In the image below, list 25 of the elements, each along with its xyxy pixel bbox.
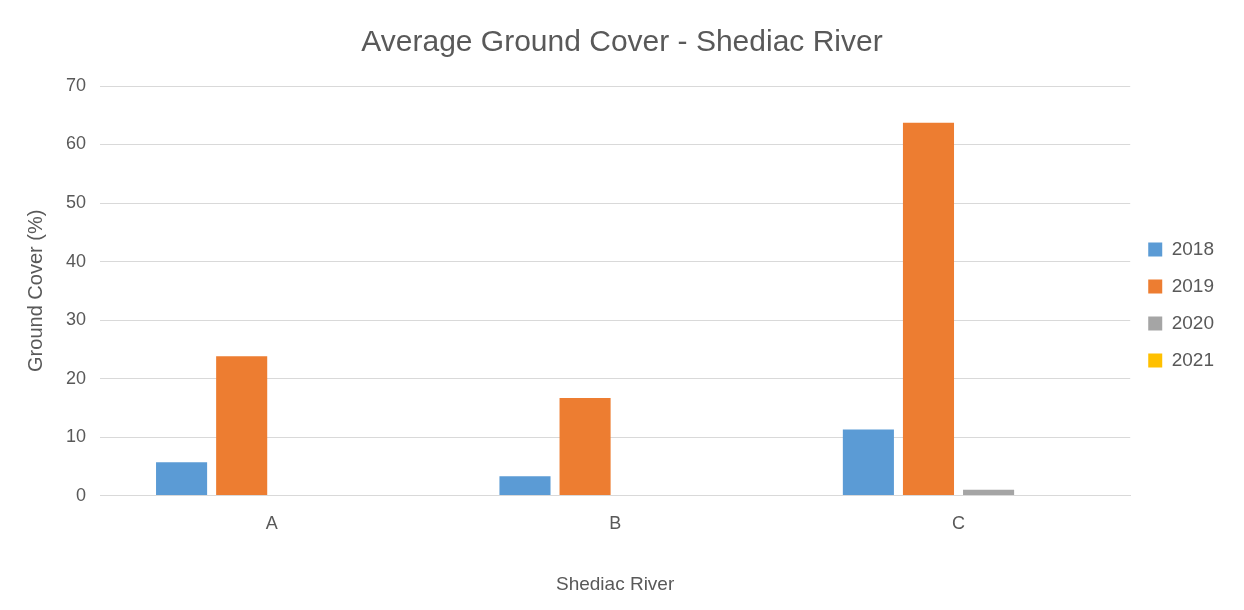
legend-label: 2019 bbox=[1171, 274, 1215, 296]
bar bbox=[842, 429, 894, 496]
bar bbox=[216, 356, 268, 496]
bar bbox=[902, 122, 955, 496]
y-tick-label: 60 bbox=[65, 133, 87, 154]
y-axis-title: Ground Cover (%) bbox=[23, 209, 46, 372]
y-tick-label: 30 bbox=[65, 309, 87, 330]
legend-label: 2020 bbox=[1171, 311, 1215, 333]
y-tick-label: 40 bbox=[65, 250, 87, 271]
bar bbox=[963, 489, 1015, 496]
bar bbox=[156, 462, 208, 496]
x-axis-title: Shediac River bbox=[555, 572, 675, 594]
y-tick-label: 20 bbox=[65, 367, 87, 388]
legend-label: 2018 bbox=[1171, 237, 1215, 259]
x-tick-label: A bbox=[265, 513, 278, 534]
bar bbox=[499, 476, 551, 496]
y-tick-label: 50 bbox=[65, 192, 87, 212]
x-tick-label: C bbox=[952, 513, 966, 534]
y-tick-label: 0 bbox=[76, 484, 87, 505]
y-tick-label: 10 bbox=[65, 426, 87, 447]
chart-title: Average Ground Cover - Shediac River bbox=[361, 24, 883, 58]
bar bbox=[559, 397, 611, 496]
x-tick-label: B bbox=[609, 513, 622, 534]
y-tick-label: 70 bbox=[65, 74, 87, 95]
legend-label: 2021 bbox=[1171, 348, 1215, 370]
